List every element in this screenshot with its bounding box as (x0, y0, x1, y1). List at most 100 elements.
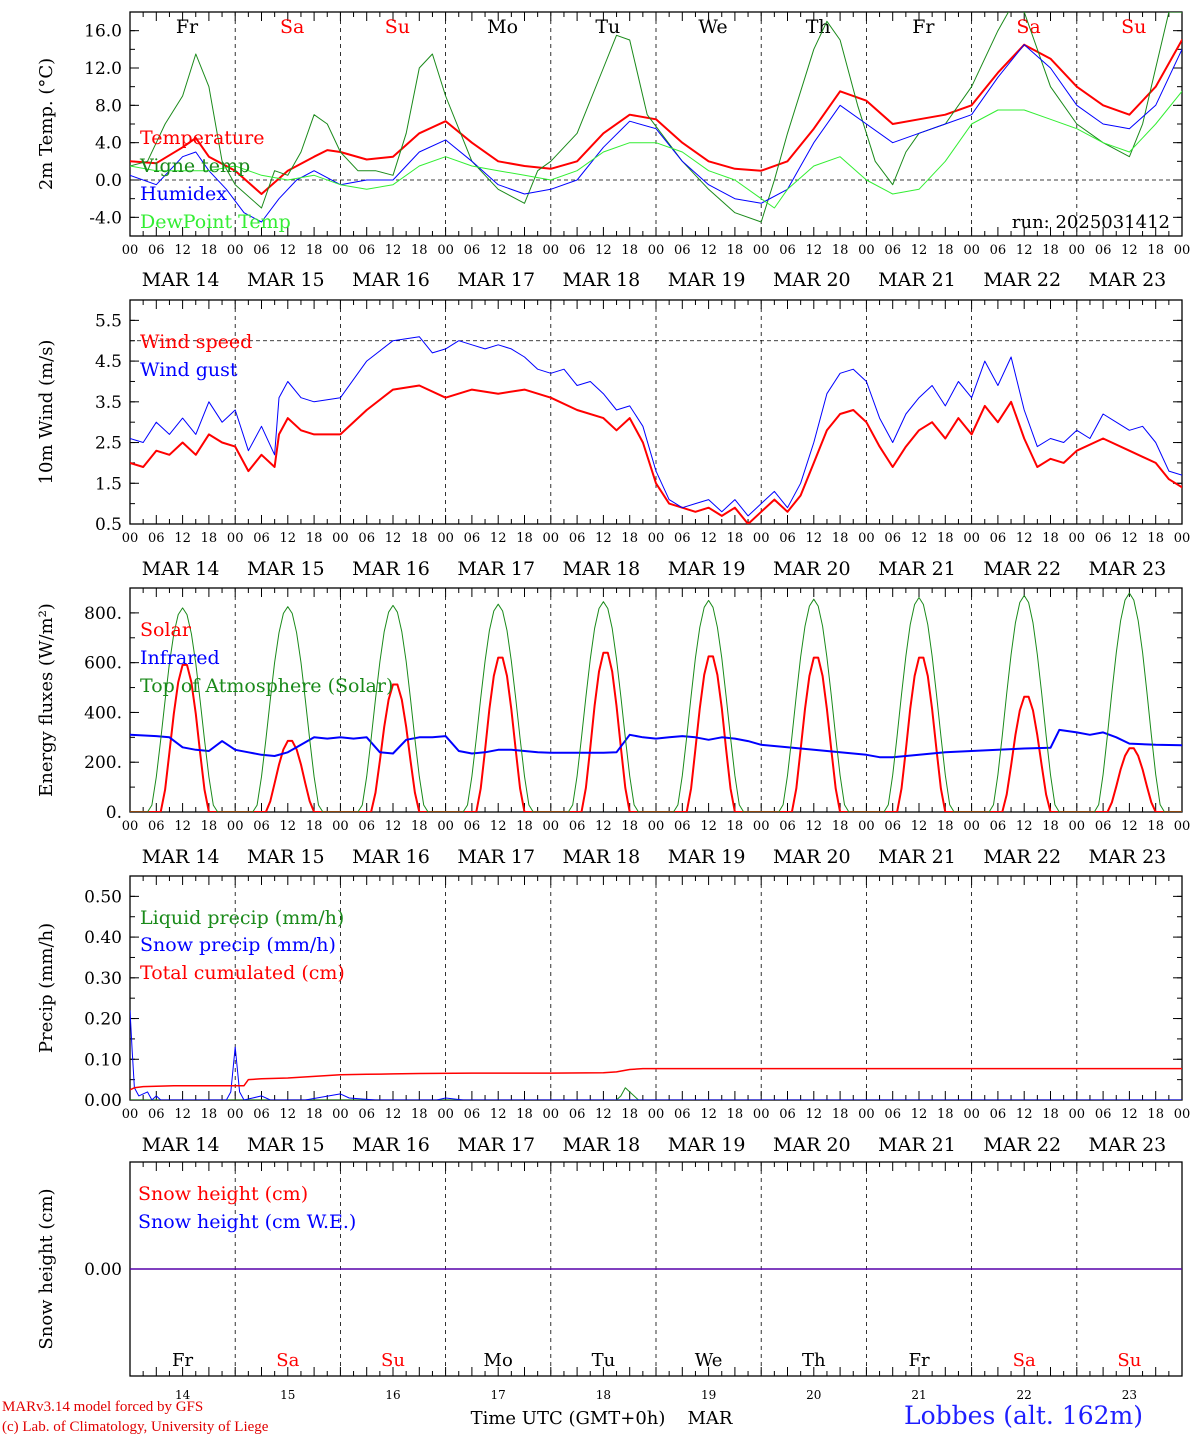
energy-hour-label: 00 (753, 819, 770, 834)
wind-series-group (130, 336, 1182, 524)
energy-hour-label: 18 (201, 819, 218, 834)
temp-day-name: We (698, 16, 727, 38)
temp-day-name: Fr (176, 16, 199, 38)
energy-date-label: MAR 20 (773, 846, 851, 868)
wind-date-label: MAR 21 (878, 558, 956, 580)
energy-hour-label: 12 (911, 819, 928, 834)
precip-legend-item: Snow precip (mm/h) (140, 934, 336, 956)
wind-ytick-label: 2.5 (95, 434, 122, 454)
energy-hour-label: 00 (648, 819, 665, 834)
precip-date-label: MAR 23 (1089, 1134, 1167, 1156)
energy-panel: 0. 200. 400. 600. 800. Energy fluxes (W/m²) 00… (36, 587, 1191, 868)
temp-hour-label: 12 (595, 243, 612, 258)
temp-date-label: MAR 16 (352, 269, 430, 291)
wind-hour-label: 06 (253, 531, 270, 546)
wind-hour-label: 06 (1095, 531, 1112, 546)
energy-hour-label: 18 (621, 819, 638, 834)
energy-hour-label: 18 (937, 819, 954, 834)
temp-legend-item: Vigne temp (139, 155, 250, 177)
snow-day-name: We (695, 1350, 723, 1371)
temp-hour-label: 06 (148, 243, 165, 258)
snow-day-name: Sa (276, 1350, 299, 1371)
precip-hour-label: 12 (174, 1107, 191, 1122)
temp-day-name: Tu (595, 16, 620, 38)
snow-day-number: 19 (701, 1388, 716, 1402)
energy-date-label: MAR 22 (983, 846, 1061, 868)
precip-hour-label: 06 (569, 1107, 586, 1122)
precip-hour-label: 18 (727, 1107, 744, 1122)
energy-hour-label: 06 (464, 819, 481, 834)
temp-series-temperature (130, 38, 1182, 195)
energy-hour-label: 18 (727, 819, 744, 834)
temp-ytick-label: 12.0 (84, 59, 122, 79)
wind-hour-label: 12 (174, 531, 191, 546)
temp-hour-label: 18 (201, 243, 218, 258)
wind-hour-label: 06 (674, 531, 691, 546)
precip-hour-label: 00 (437, 1107, 454, 1122)
wind-date-label: MAR 23 (1089, 558, 1167, 580)
wind-ytick-label: 5.5 (95, 311, 122, 331)
wind-series-wind-speed (130, 384, 1182, 524)
temp-hour-label: 18 (1147, 243, 1164, 258)
precip-date-label: MAR 14 (142, 1134, 220, 1156)
energy-hour-label: 06 (569, 819, 586, 834)
energy-date-label: MAR 16 (352, 846, 430, 868)
wind-hour-label: 00 (753, 531, 770, 546)
precip-hour-label: 00 (858, 1107, 875, 1122)
precip-ytick-label: 0.30 (84, 969, 122, 989)
snow-panel: 0.00 Snow height (cm) Snow height (cm) Snow… (36, 1161, 1183, 1429)
snow-day-number: 18 (596, 1388, 611, 1402)
wind-hour-label: 18 (621, 531, 638, 546)
precip-ytick-label: 0.40 (84, 928, 122, 948)
snow-day-number: 23 (1122, 1388, 1137, 1402)
wind-ylabel: 10m Wind (m/s) (36, 340, 57, 485)
temp-date-label: MAR 23 (1089, 269, 1167, 291)
wind-hour-label: 18 (1147, 531, 1164, 546)
temp-date-label: MAR 22 (983, 269, 1061, 291)
energy-hour-label: 00 (1069, 819, 1086, 834)
temp-hour-label: 06 (779, 243, 796, 258)
temp-series-dewpoint-temp (130, 90, 1182, 209)
temp-hour-label: 00 (1069, 243, 1086, 258)
precip-hour-label: 06 (674, 1107, 691, 1122)
precip-date-label: MAR 21 (878, 1134, 956, 1156)
wind-hour-label: 00 (963, 531, 980, 546)
energy-hour-label: 18 (1042, 819, 1059, 834)
wind-legend-item: Wind speed (140, 331, 252, 353)
energy-hour-label: 06 (1095, 819, 1112, 834)
energy-date-label: MAR 21 (878, 846, 956, 868)
wind-hour-label: 00 (437, 531, 454, 546)
wind-hour-label: 00 (332, 531, 349, 546)
wind-hour-label: 18 (201, 531, 218, 546)
wind-panel: 0.5 1.5 2.5 3.5 4.5 5.5 10m Wind (m/s) 00 06 12 18… (36, 299, 1190, 580)
energy-hour-label: 12 (595, 819, 612, 834)
temp-day-name: Fr (912, 16, 935, 38)
energy-ytick-label: 400. (84, 703, 122, 723)
precip-hour-label: 00 (227, 1107, 244, 1122)
energy-hour-label: 12 (280, 819, 297, 834)
snow-day-name: Mo (484, 1350, 513, 1371)
energy-hour-label: 12 (1016, 819, 1033, 834)
temp-hour-label: 00 (1174, 243, 1191, 258)
wind-hour-label: 06 (884, 531, 901, 546)
wind-hour-label: 12 (595, 531, 612, 546)
temp-hour-label: 06 (674, 243, 691, 258)
precip-hour-label: 18 (1147, 1107, 1164, 1122)
energy-hour-label: 12 (700, 819, 717, 834)
temp-hour-label: 06 (569, 243, 586, 258)
energy-hour-label: 00 (1174, 819, 1191, 834)
energy-hour-label: 06 (674, 819, 691, 834)
energy-ytick-label: 200. (84, 753, 122, 773)
snow-day-name: Tu (592, 1350, 616, 1371)
snow-day-number: 16 (385, 1388, 400, 1402)
temp-legend-item: Humidex (140, 183, 227, 205)
energy-hour-label: 06 (884, 819, 901, 834)
temp-hour-label: 18 (306, 243, 323, 258)
precip-legend-item: Liquid precip (mm/h) (140, 907, 344, 929)
footer-lab-credit: (c) Lab. of Climatology, University of L… (2, 1419, 269, 1435)
temp-series-vigne-temp (130, 12, 1182, 223)
temp-ytick-label: 16.0 (84, 22, 122, 42)
temp-hour-label: 00 (543, 243, 560, 258)
precip-ytick-label: 0.20 (84, 1010, 122, 1030)
precip-hour-label: 12 (595, 1107, 612, 1122)
